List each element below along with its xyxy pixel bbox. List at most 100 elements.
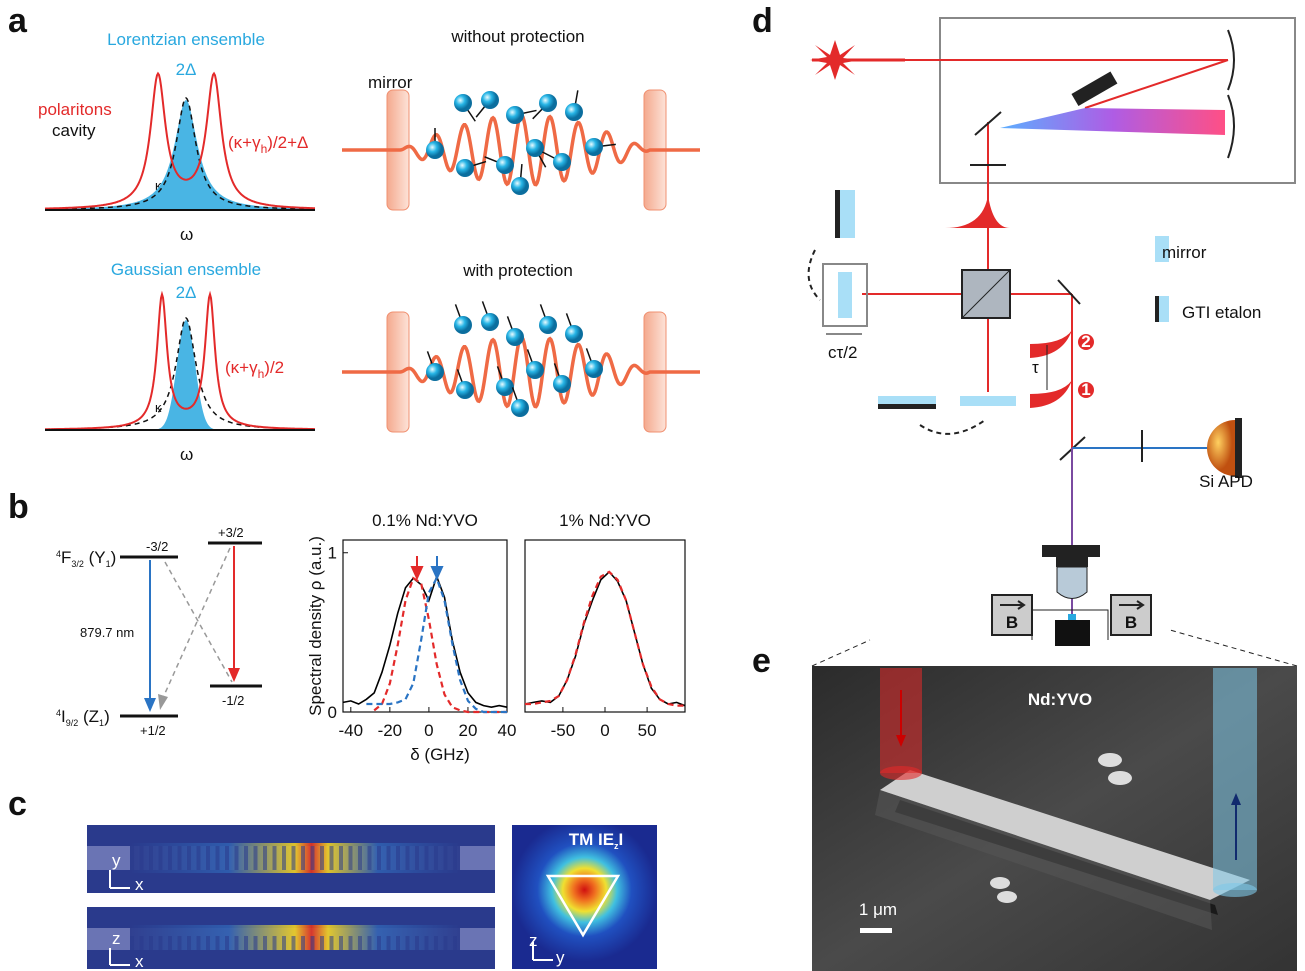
polariton-line [44, 71, 315, 210]
panel-label: c [8, 785, 27, 823]
grating-gap [415, 846, 419, 870]
atom [511, 399, 529, 417]
scheme-title: without protection [450, 27, 584, 46]
panel-label: d [752, 2, 773, 40]
grating-gap [168, 846, 172, 870]
atom [565, 103, 583, 121]
text: F [61, 548, 71, 567]
grating-gap [405, 846, 410, 870]
level-label: 4I9/2 (Z1) [56, 707, 110, 728]
grating-gap [158, 846, 163, 870]
grating-gap [158, 936, 163, 950]
text: )/2+Δ [267, 133, 308, 152]
field-label: TM IEzI [569, 830, 624, 851]
panel-label: e [752, 642, 771, 680]
grating-gap [434, 936, 438, 950]
grating-gap [149, 846, 153, 870]
optical-setup [807, 17, 1298, 667]
grating-gap [234, 936, 239, 950]
ensemble-title: Lorentzian ensemble [107, 30, 265, 49]
axis-label: y [556, 948, 565, 967]
grating-gap [358, 846, 362, 870]
subscript: h [258, 367, 265, 381]
grating-gap [377, 936, 381, 950]
spin-label: -3/2 [146, 539, 168, 554]
legend-polaritons: polaritons [38, 100, 112, 119]
sub: 1 [106, 559, 111, 569]
atom [553, 153, 571, 171]
grating-gap [339, 936, 343, 950]
text: )/2 [264, 358, 284, 377]
scale-label: 1 μm [859, 900, 897, 919]
sub: 1 [99, 718, 104, 728]
x-tick-label: -20 [378, 721, 403, 740]
grating-gap [168, 936, 172, 950]
legend-label: mirror [1162, 243, 1207, 262]
axis-label: y [112, 851, 121, 870]
data-line [525, 570, 685, 707]
splitting-label: (κ+γh)/2+Δ [228, 133, 308, 156]
axis-label: ω [180, 445, 193, 464]
grating-gap [443, 936, 448, 950]
ensemble-title: Gaussian ensemble [111, 260, 261, 279]
text: (Y [84, 548, 106, 567]
grating-gap [291, 936, 296, 950]
grating-gap [396, 846, 400, 870]
x-tick-label: 20 [458, 721, 477, 740]
legend-cavity: cavity [52, 121, 96, 140]
grating-gap [206, 846, 210, 870]
atom [585, 360, 603, 378]
wavelength-label: 879.7 nm [80, 625, 134, 640]
sup: 4 [56, 708, 61, 718]
text: (κ+γ [225, 358, 258, 377]
atom [565, 325, 583, 343]
text: I [619, 830, 624, 849]
material-label: Nd:YVO [1028, 690, 1092, 709]
grating-gap [253, 936, 258, 950]
grating-gap [272, 936, 277, 950]
pulse-number: 2 [1081, 332, 1090, 351]
grating-gap [177, 846, 182, 870]
grating-gap [339, 846, 343, 870]
level-label: 4F3/2 (Y1) [56, 548, 116, 569]
data-line [373, 576, 507, 714]
atom [539, 94, 557, 112]
x-tick-label: 40 [498, 721, 517, 740]
polariton-line [45, 290, 315, 431]
atom [526, 361, 544, 379]
text: (Z [78, 707, 99, 726]
grating-gap [377, 846, 381, 870]
grating-gap [358, 936, 362, 950]
grating-gap [367, 936, 372, 950]
grating-gap [206, 936, 210, 950]
grating-gap [139, 846, 144, 870]
atom [511, 177, 529, 195]
grating-gap [386, 936, 391, 950]
atom [553, 375, 571, 393]
splitting-label: (κ+γh)/2 [225, 358, 284, 381]
axis-label: x [135, 952, 144, 971]
grating-gap [263, 936, 267, 950]
grating-gap [196, 936, 201, 950]
grating-gap [329, 846, 334, 870]
pulse-number: 1 [1081, 380, 1090, 399]
spin-label: -1/2 [222, 693, 244, 708]
kappa-label: κ [155, 178, 162, 193]
field-label: B [1006, 613, 1018, 632]
y-tick-label: 1 [328, 544, 337, 563]
grating-gap [405, 936, 410, 950]
data-line [342, 574, 508, 709]
grating-gap [396, 936, 400, 950]
atom [456, 381, 474, 399]
text: I [61, 707, 66, 726]
grating-gap [272, 846, 277, 870]
grating-gap [424, 936, 429, 950]
ensemble-area [45, 320, 315, 430]
grating-gap [453, 936, 457, 950]
grating-gap [234, 846, 239, 870]
spin-label: +3/2 [218, 525, 244, 540]
schematics [44, 71, 700, 433]
grating-gap [196, 846, 201, 870]
